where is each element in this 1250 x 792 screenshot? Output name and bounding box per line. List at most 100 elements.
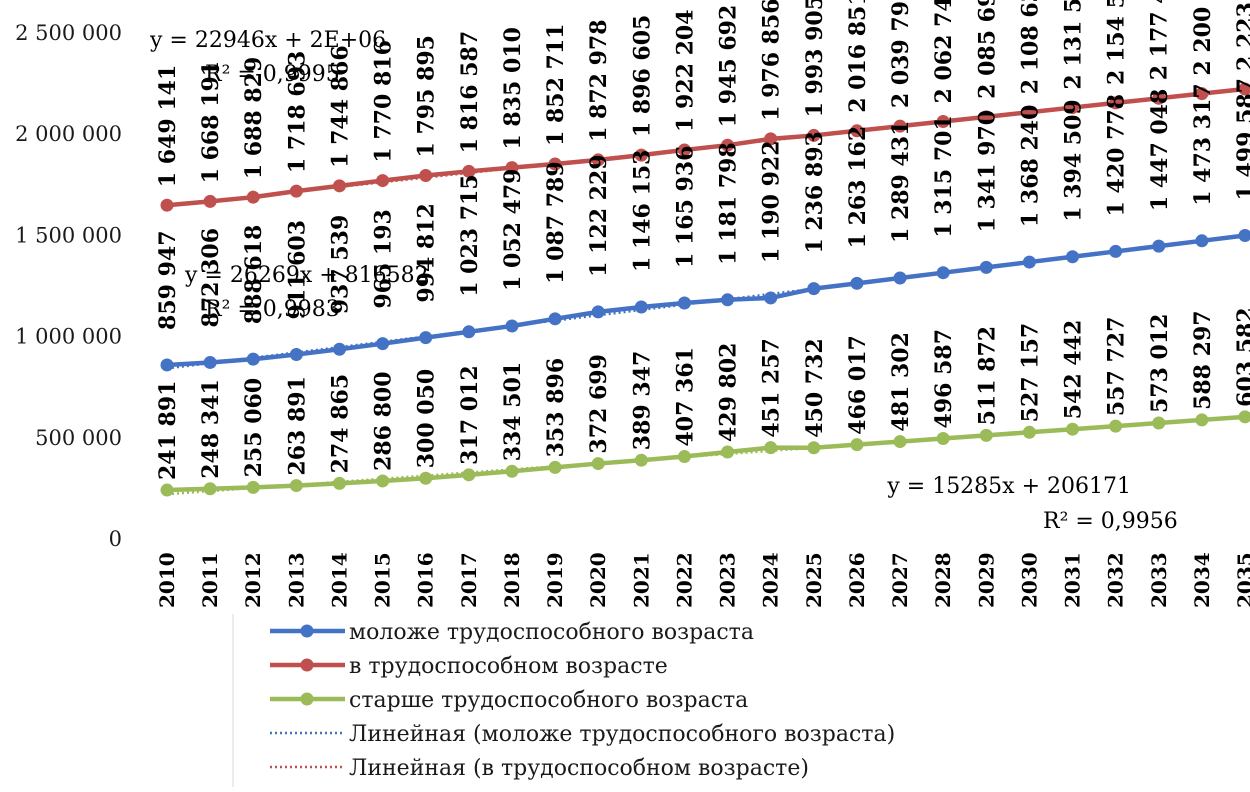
legend-label: в трудоспособном возрасте bbox=[349, 654, 668, 679]
data-label: 2 108 636 bbox=[1017, 0, 1043, 94]
data-label: 1 976 856 bbox=[759, 0, 785, 121]
y-tick-label: 500 000 bbox=[35, 426, 122, 450]
data-label: 1 289 431 bbox=[888, 121, 914, 243]
data-point bbox=[290, 479, 303, 492]
data-label: 450 732 bbox=[802, 338, 828, 438]
data-point bbox=[290, 185, 303, 198]
data-label: 1 087 789 bbox=[543, 161, 569, 283]
data-label: 1 122 229 bbox=[586, 154, 612, 276]
data-label: 965 193 bbox=[371, 209, 397, 309]
x-tick-label: 2010 bbox=[155, 552, 179, 608]
data-point bbox=[462, 468, 475, 481]
data-label: 1 852 711 bbox=[543, 24, 569, 146]
x-tick-label: 2035 bbox=[1233, 552, 1250, 608]
data-label: 1 945 692 bbox=[716, 5, 742, 127]
data-label: 2 200 421 bbox=[1190, 0, 1216, 76]
data-label: 481 302 bbox=[888, 332, 914, 432]
data-point bbox=[419, 472, 432, 485]
data-point bbox=[333, 477, 346, 490]
x-tick-label: 2018 bbox=[500, 552, 524, 608]
data-label: 1 146 153 bbox=[629, 150, 655, 272]
data-label: 2 154 529 bbox=[1104, 0, 1130, 85]
data-label: 2 085 690 bbox=[974, 0, 1000, 99]
x-tick-label: 2011 bbox=[198, 552, 222, 608]
data-label: 1 872 978 bbox=[586, 19, 612, 141]
data-point bbox=[204, 482, 217, 495]
y-tick-label: 2 000 000 bbox=[15, 122, 122, 146]
data-point bbox=[850, 277, 863, 290]
data-point bbox=[505, 319, 518, 332]
data-point bbox=[376, 174, 389, 187]
data-label: 1 816 587 bbox=[457, 31, 483, 153]
data-label: 1 315 701 bbox=[931, 115, 957, 237]
legend-point-marker bbox=[301, 625, 314, 638]
x-tick-label: 2032 bbox=[1104, 552, 1128, 608]
data-label: 274 865 bbox=[327, 374, 353, 474]
y-tick-label: 1 000 000 bbox=[15, 325, 122, 349]
trend-r2: R² = 0,9956 bbox=[1043, 509, 1178, 534]
data-point bbox=[161, 199, 174, 212]
data-label: 1 165 936 bbox=[672, 146, 698, 268]
y-tick-label: 1 500 000 bbox=[15, 223, 122, 247]
x-tick-label: 2016 bbox=[414, 552, 438, 608]
data-label: 1 052 479 bbox=[500, 168, 526, 290]
data-point bbox=[678, 297, 691, 310]
data-label: 1 181 798 bbox=[716, 142, 742, 264]
y-tick-label: 0 bbox=[109, 527, 122, 551]
data-label: 263 891 bbox=[284, 376, 310, 476]
data-point bbox=[1023, 426, 1036, 439]
data-label: 1 368 240 bbox=[1017, 105, 1043, 227]
x-tick-label: 2021 bbox=[629, 552, 653, 608]
data-label: 527 157 bbox=[1017, 323, 1043, 423]
data-point bbox=[247, 191, 260, 204]
data-point bbox=[894, 272, 907, 285]
data-label: 1 993 905 bbox=[802, 0, 828, 117]
data-label: 300 050 bbox=[414, 369, 440, 469]
legend-label: моложе трудоспособного возраста bbox=[349, 620, 754, 645]
data-label: 407 361 bbox=[672, 347, 698, 447]
data-label: 466 017 bbox=[845, 335, 871, 435]
data-point bbox=[247, 353, 260, 366]
data-label: 2 016 851 bbox=[845, 0, 871, 113]
legend-label: старше трудоспособного возраста bbox=[349, 688, 748, 713]
data-label: 1 795 895 bbox=[414, 35, 440, 157]
data-point bbox=[1152, 417, 1165, 430]
data-label: 542 442 bbox=[1061, 320, 1087, 420]
data-point bbox=[419, 331, 432, 344]
data-point bbox=[1066, 423, 1079, 436]
data-point bbox=[764, 291, 777, 304]
trend-equation: y = 26269x + 816582 bbox=[184, 263, 429, 288]
data-point bbox=[980, 429, 993, 442]
data-label: 451 257 bbox=[759, 338, 785, 438]
x-tick-label: 2012 bbox=[241, 552, 265, 608]
data-label: 1 922 204 bbox=[672, 9, 698, 131]
data-point bbox=[247, 481, 260, 494]
data-label: 248 341 bbox=[198, 379, 224, 479]
data-label: 557 727 bbox=[1104, 317, 1130, 417]
data-point bbox=[204, 195, 217, 208]
data-point bbox=[1239, 229, 1250, 242]
x-tick-label: 2034 bbox=[1190, 552, 1214, 608]
trend-r2: R² = 0,9995 bbox=[205, 62, 340, 87]
data-label: 317 012 bbox=[457, 365, 483, 465]
data-point bbox=[807, 441, 820, 454]
data-point bbox=[1109, 245, 1122, 258]
data-label: 1 236 893 bbox=[802, 131, 828, 253]
data-label: 573 012 bbox=[1147, 314, 1173, 414]
data-label: 603 582 bbox=[1233, 307, 1250, 407]
data-point bbox=[549, 312, 562, 325]
data-point bbox=[1066, 250, 1079, 263]
data-label: 511 872 bbox=[974, 326, 1000, 426]
data-point bbox=[333, 179, 346, 192]
x-tick-label: 2017 bbox=[457, 552, 481, 608]
data-label: 2 062 744 bbox=[931, 0, 957, 104]
legend-label: Линейная (в трудоспособном возрасте) bbox=[349, 756, 809, 781]
x-tick-label: 2030 bbox=[1017, 552, 1041, 608]
trend-equation: y = 22946x + 2E+06 bbox=[149, 28, 386, 53]
data-label: 1 447 048 bbox=[1147, 89, 1173, 211]
data-point bbox=[462, 325, 475, 338]
data-point bbox=[937, 266, 950, 279]
data-point bbox=[1239, 410, 1250, 423]
